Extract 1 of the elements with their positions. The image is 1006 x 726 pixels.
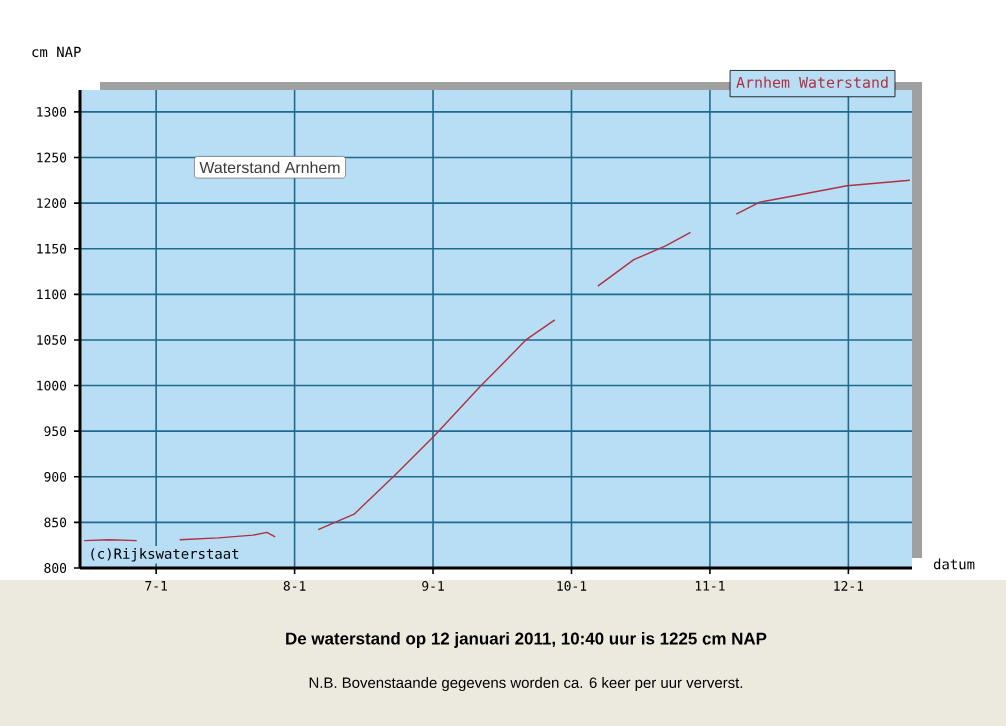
text: De waterstand op 12 januari 2011, 10:40 uur is 1225 cm NAP: [286, 632, 767, 648]
